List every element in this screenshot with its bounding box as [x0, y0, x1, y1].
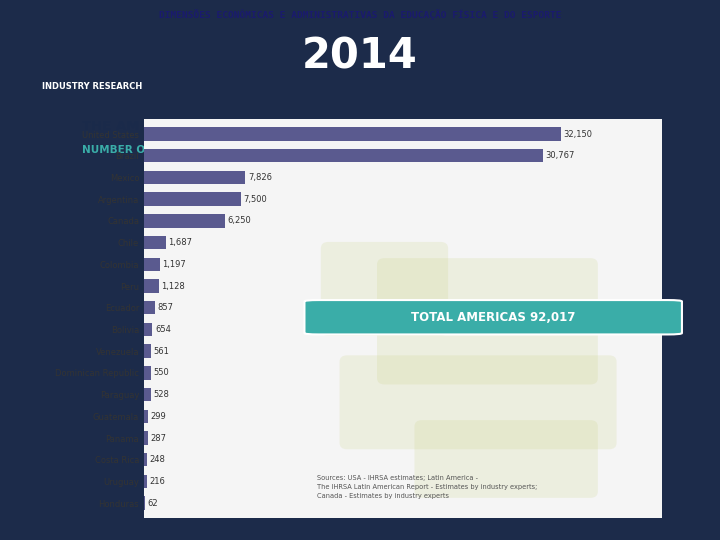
Text: TOTAL AMERICAS 92,017: TOTAL AMERICAS 92,017 [411, 310, 575, 324]
Bar [144, 323, 153, 336]
Text: 248: 248 [150, 455, 166, 464]
Text: 561: 561 [154, 347, 170, 356]
Text: INDUSTRY RESEARCH: INDUSTRY RESEARCH [42, 83, 142, 91]
Text: 550: 550 [154, 368, 169, 377]
Bar [144, 258, 160, 271]
Text: 654: 654 [155, 325, 171, 334]
FancyBboxPatch shape [305, 300, 682, 334]
Bar [144, 236, 166, 249]
Bar [144, 431, 148, 445]
Bar [144, 410, 148, 423]
Bar [144, 127, 561, 141]
Bar [144, 301, 155, 314]
Bar [144, 496, 145, 510]
Bar [144, 192, 241, 206]
Text: Sources: USA - IHRSA estimates; Latin America -
The IHRSA Latin American Report : Sources: USA - IHRSA estimates; Latin Am… [317, 475, 537, 499]
Bar [144, 279, 158, 293]
FancyBboxPatch shape [340, 355, 616, 449]
Text: 7,826: 7,826 [248, 173, 272, 182]
Bar [144, 475, 147, 488]
Text: THE AMERICAS: THE AMERICAS [82, 120, 194, 133]
Text: 216: 216 [149, 477, 166, 486]
Bar [144, 453, 147, 467]
Text: 299: 299 [150, 412, 166, 421]
Bar [144, 366, 151, 380]
Text: 1,128: 1,128 [161, 281, 185, 291]
Bar [144, 388, 151, 401]
Text: 528: 528 [153, 390, 169, 399]
Bar [144, 214, 225, 227]
FancyBboxPatch shape [415, 420, 598, 498]
Text: 2014: 2014 [302, 36, 418, 78]
Text: 6,250: 6,250 [228, 217, 251, 225]
Text: 1,687: 1,687 [168, 238, 192, 247]
Bar [144, 149, 543, 163]
Text: 62: 62 [148, 499, 158, 508]
Text: DIMENSÕES ECONÔMICAS E ADMINISTRATIVAS DA EDUCAÇÃO FÍSICA E DO ESPORTE: DIMENSÕES ECONÔMICAS E ADMINISTRATIVAS D… [158, 9, 562, 21]
Text: 1,197: 1,197 [162, 260, 186, 269]
Bar [144, 171, 246, 184]
Bar [144, 345, 151, 358]
Text: 32,150: 32,150 [563, 130, 593, 138]
FancyBboxPatch shape [377, 258, 598, 384]
Text: 287: 287 [150, 434, 166, 443]
FancyBboxPatch shape [321, 242, 448, 336]
Text: 30,767: 30,767 [545, 151, 575, 160]
Text: NUMBER OF CLUBS: NUMBER OF CLUBS [82, 145, 194, 155]
Text: 7,500: 7,500 [244, 194, 268, 204]
Text: 857: 857 [158, 303, 174, 312]
